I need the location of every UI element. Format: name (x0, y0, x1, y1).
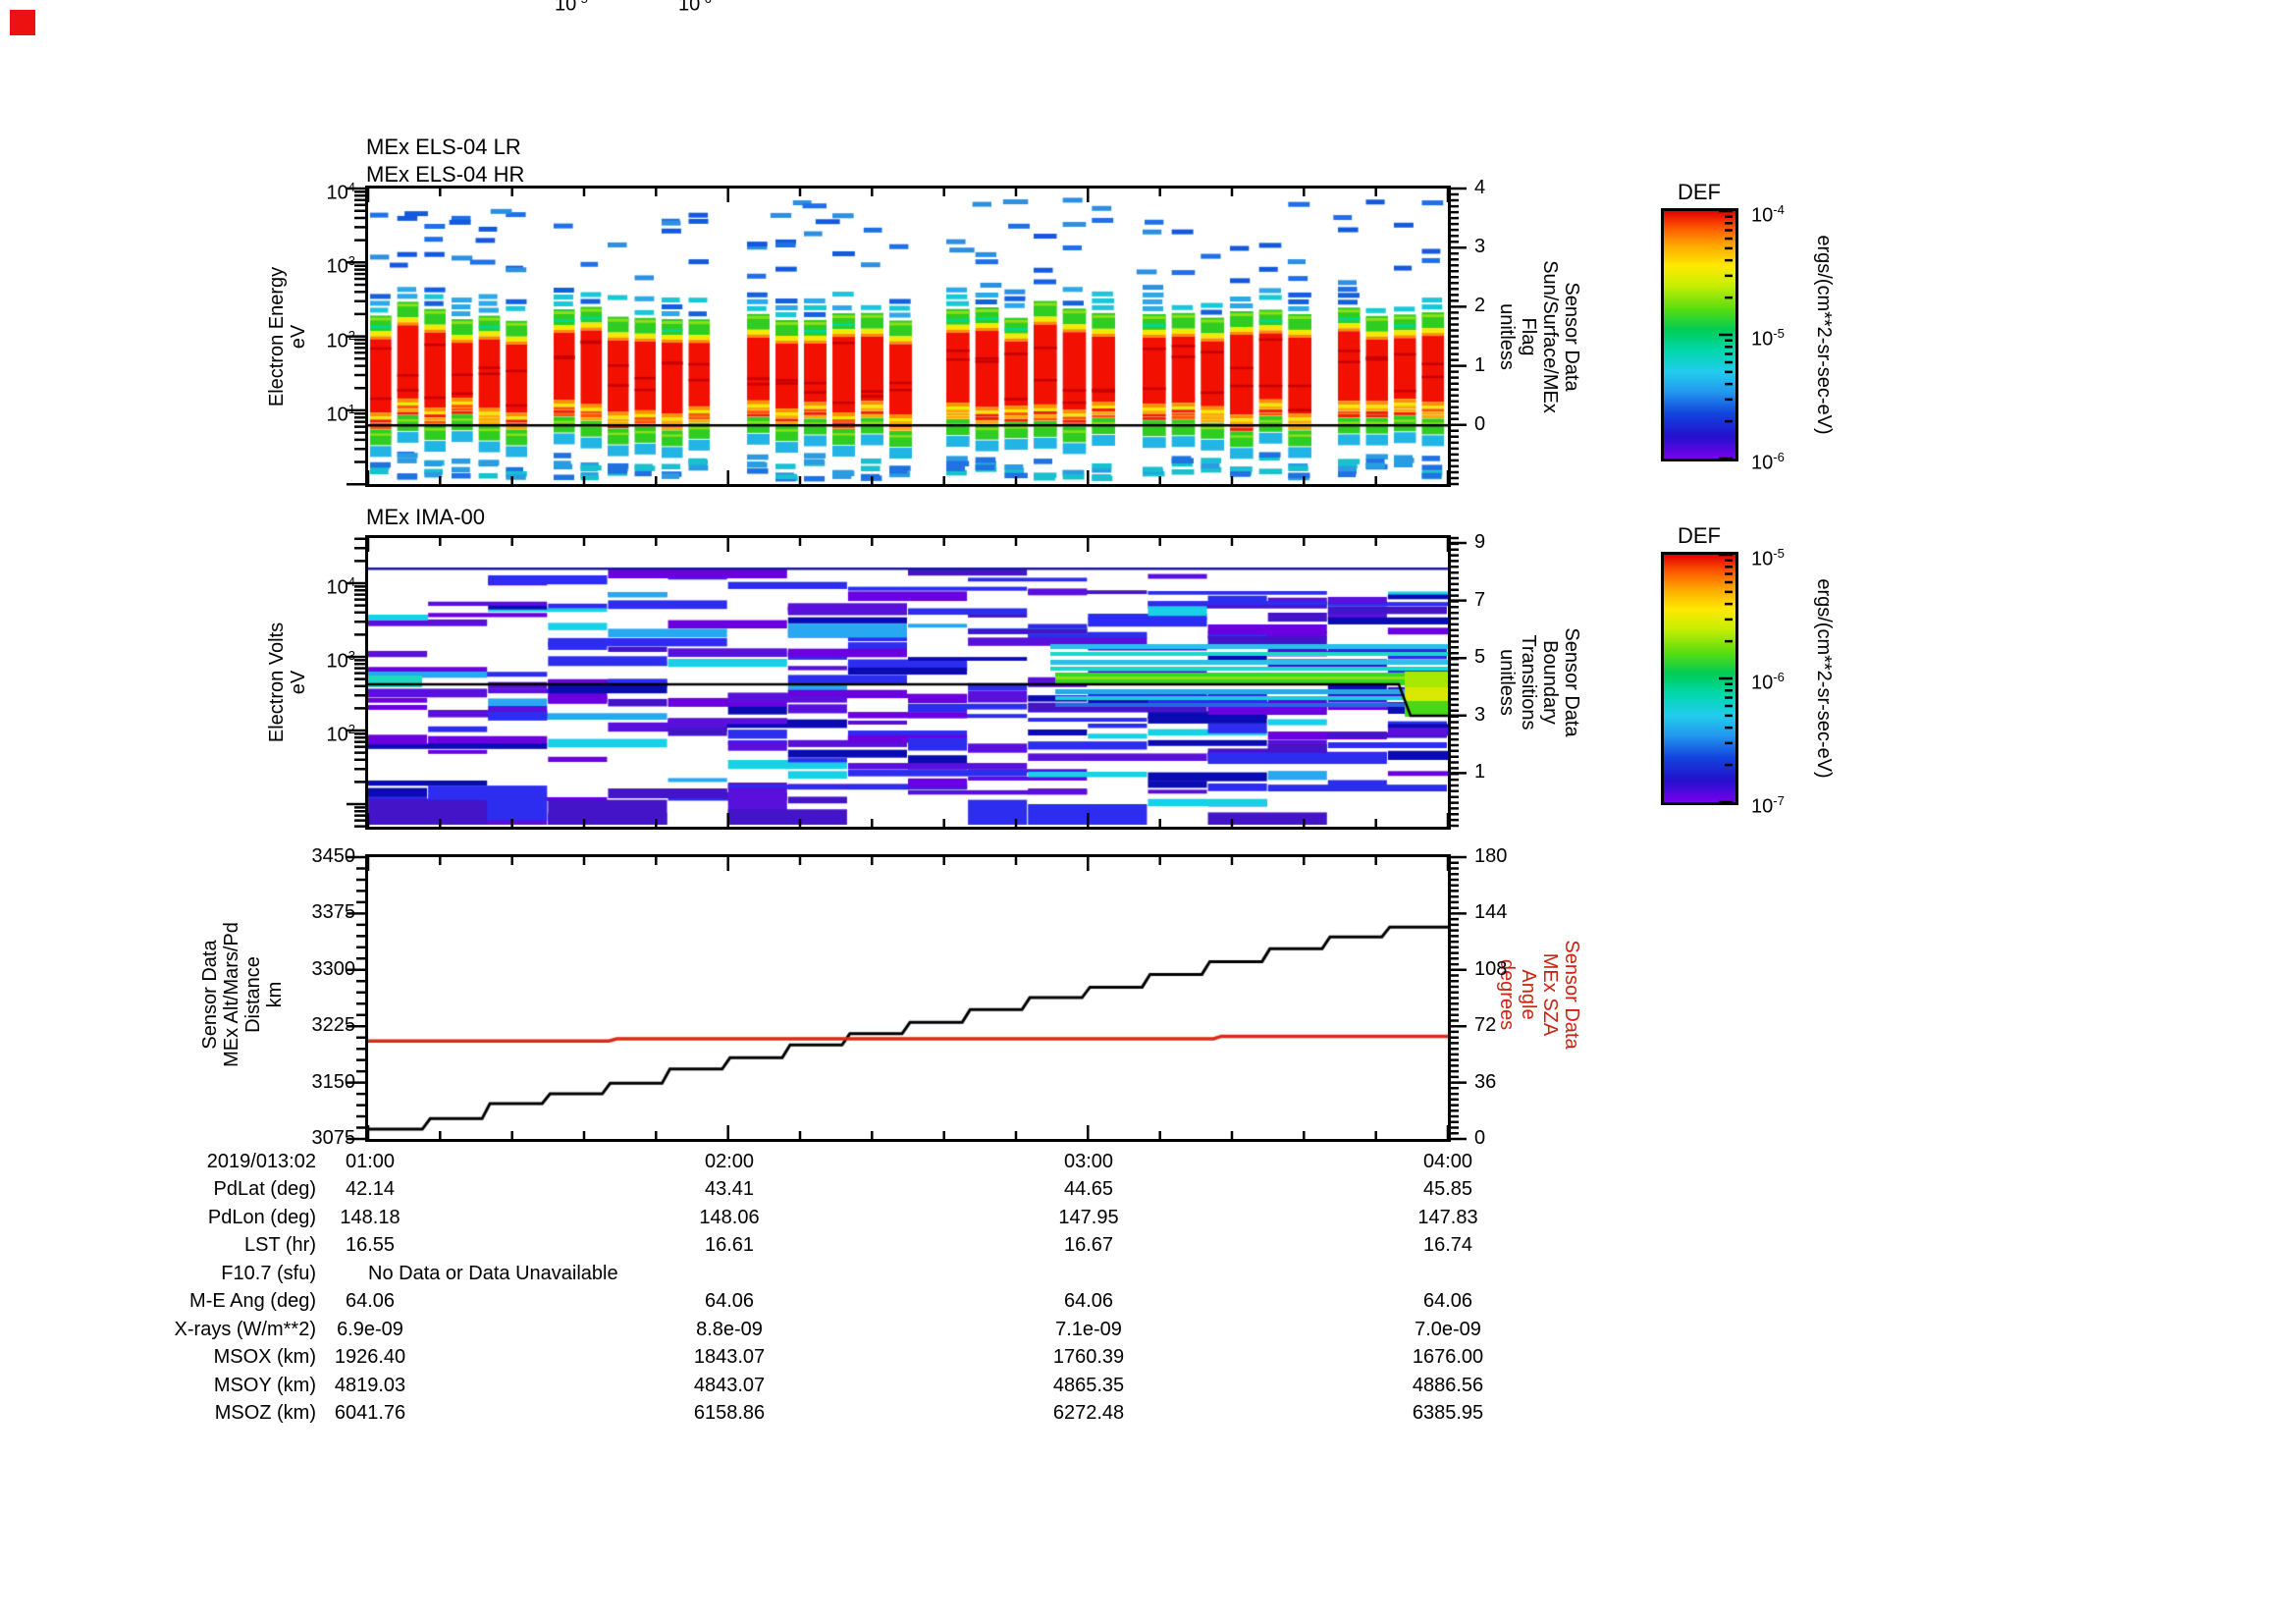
ima-y-tick: 103 (326, 648, 355, 673)
els-y-tick: 104 (326, 180, 355, 204)
distance-y-tick: 3150 (311, 1070, 356, 1093)
ima-y-tick: 102 (326, 722, 355, 746)
table-cell: 147.95 (1058, 1207, 1119, 1228)
colorbar2-title: DEF (1678, 523, 1721, 548)
table-cell: 6158.86 (693, 1402, 766, 1424)
els-right-axis-label: Sensor Data Sun/Surface/MEx Flag unitless (1496, 260, 1582, 413)
sza-tick: 72 (1474, 1014, 1497, 1037)
table-cell: 16.67 (1063, 1234, 1114, 1256)
distance-y-tick: 3375 (311, 901, 356, 924)
table-cell: 4886.56 (1412, 1375, 1484, 1396)
ima-boundary-tick: 1 (1474, 761, 1486, 784)
table-row-label: M-E Ang (deg) (189, 1290, 316, 1312)
ima-boundary-tick: 5 (1474, 646, 1486, 669)
colorbar1 (1661, 208, 1738, 461)
table-row-label: MSOZ (km) (214, 1402, 316, 1424)
table-cell: 4819.03 (334, 1375, 406, 1396)
table-cell: 4843.07 (693, 1375, 766, 1396)
sza-tick: 0 (1474, 1127, 1486, 1149)
ima-boundary-tick: 3 (1474, 703, 1486, 726)
table-cell: 1926.40 (334, 1346, 406, 1368)
table-cell: 6041.76 (334, 1402, 406, 1424)
colorbar2-tick: 10-6 (1751, 670, 1785, 694)
els-y-tick: 103 (326, 253, 355, 278)
table-cell: 148.18 (340, 1207, 400, 1228)
els-flag-tick: 1 (1474, 353, 1486, 376)
table-cell: 1676.00 (1412, 1346, 1484, 1368)
table-row-label: MSOY (km) (213, 1375, 316, 1396)
ima-y-tick: 104 (326, 574, 355, 599)
sza-tick: 36 (1474, 1070, 1497, 1093)
table-cell: 7.0e-09 (1415, 1319, 1481, 1340)
table-cell: 6.9e-09 (337, 1319, 403, 1340)
colorbar1-tick: 10-4 (1751, 202, 1785, 227)
els-flag-tick: 4 (1474, 177, 1486, 198)
table-row-label: LST (hr) (244, 1234, 316, 1256)
table-cell: 16.61 (704, 1234, 755, 1256)
colorbar1-tick: 10-6 (1751, 450, 1785, 474)
table-cell: 64.06 (1063, 1290, 1114, 1312)
distance-y-tick: 3450 (311, 845, 356, 867)
table-cell: 4865.35 (1052, 1375, 1125, 1396)
distance-sza-line-canvas (368, 857, 1448, 1139)
ima-boundary-tick: 9 (1474, 531, 1486, 553)
els-spectrogram-canvas (368, 189, 1448, 484)
els-title-hr: MEx ELS-04 HR (366, 162, 525, 187)
table-cell: 148.06 (699, 1207, 760, 1228)
table-cell: 44.65 (1063, 1178, 1114, 1200)
colorbar2 (1661, 552, 1738, 805)
table-cell: 45.85 (1422, 1178, 1473, 1200)
table-cell: 6272.48 (1052, 1402, 1125, 1424)
table-row-label: MSOX (km) (213, 1346, 316, 1368)
red-corner-marker (10, 10, 35, 35)
table-cell: 43.41 (704, 1178, 755, 1200)
table-cell: 147.83 (1417, 1207, 1478, 1228)
x-axis-time-label: 01:00 (345, 1151, 396, 1172)
table-cell: 64.06 (704, 1290, 755, 1312)
x-axis-start-label: 2019/013:02 (206, 1151, 316, 1172)
colorbar1-title: DEF (1678, 180, 1721, 204)
table-cell: 8.8e-09 (696, 1319, 763, 1340)
colorbar1-tick: 10-5 (1751, 326, 1785, 351)
sza-tick: 108 (1474, 957, 1508, 980)
els-flag-tick: 0 (1474, 412, 1486, 435)
table-cell: 6385.95 (1412, 1402, 1484, 1424)
ima-title: MEx IMA-00 (366, 505, 486, 529)
table-row-label: X-rays (W/m**2) (174, 1319, 316, 1340)
table-row-label: PdLat (deg) (213, 1178, 316, 1200)
ima-spectrogram-canvas (368, 538, 1448, 827)
x-axis-time-label: 03:00 (1063, 1151, 1114, 1172)
table-cell: 16.74 (1422, 1234, 1473, 1256)
table-cell: 16.55 (345, 1234, 396, 1256)
table-row-label: PdLon (deg) (207, 1207, 316, 1228)
colorbar2-tick: 10-5 (1751, 546, 1785, 570)
distance-y-tick: 3075 (311, 1127, 356, 1149)
els-y-tick: 101 (326, 401, 355, 426)
x-axis-time-label: 02:00 (704, 1151, 755, 1172)
table-cell: 1760.39 (1052, 1346, 1125, 1368)
els-flag-tick: 2 (1474, 295, 1486, 317)
els-y-tick: 102 (326, 327, 355, 352)
table-row-label: F10.7 (sfu) (221, 1263, 316, 1284)
table-cell: 7.1e-09 (1055, 1319, 1122, 1340)
ima-boundary-tick: 7 (1474, 588, 1486, 611)
els-title-lr: MEx ELS-04 LR (366, 135, 521, 159)
table-nodata-text: No Data or Data Unavailable (368, 1263, 618, 1284)
els-flag-tick: 3 (1474, 236, 1486, 258)
distance-y-axis-label: Sensor Data MEx Alt/Mars/Pd Distance km (199, 922, 286, 1067)
sza-tick: 180 (1474, 845, 1508, 867)
distance-y-tick: 3300 (311, 957, 356, 980)
x-axis-time-label: 04:00 (1422, 1151, 1473, 1172)
table-cell: 64.06 (1422, 1290, 1473, 1312)
colorbar2-tick: 10-7 (1751, 793, 1785, 818)
table-cell: 1843.07 (693, 1346, 766, 1368)
sza-tick: 144 (1474, 901, 1508, 924)
table-cell: 42.14 (345, 1178, 396, 1200)
distance-y-tick: 3225 (311, 1014, 356, 1037)
table-cell: 64.06 (345, 1290, 396, 1312)
